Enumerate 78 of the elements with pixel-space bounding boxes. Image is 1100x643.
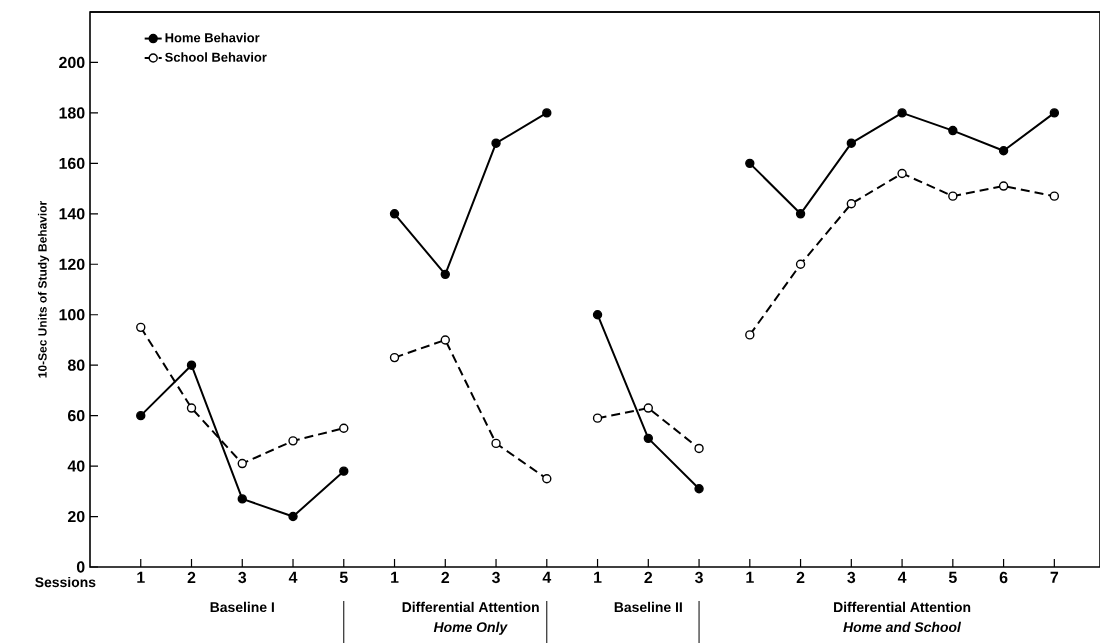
y-tick-label: 120 [59, 258, 85, 270]
x-tick-label: 6 [999, 571, 1008, 584]
point [643, 433, 653, 444]
point [237, 494, 247, 504]
point [288, 436, 298, 446]
text: Home Only [433, 621, 508, 635]
x-tick-label: 4 [542, 571, 552, 583]
point [948, 191, 958, 201]
point [237, 458, 247, 469]
point [897, 108, 907, 118]
point [998, 181, 1009, 191]
point [795, 259, 806, 269]
y-tick-label: 200 [59, 56, 85, 69]
x-tick-label: 2 [187, 571, 196, 583]
text: Baseline II [614, 601, 682, 613]
point [339, 423, 349, 433]
point [440, 269, 450, 280]
point [745, 158, 755, 169]
point [592, 413, 603, 423]
y-tick-label: 100 [59, 309, 85, 321]
point [542, 474, 552, 484]
y-tick-label: 0 [76, 561, 85, 573]
legend-label: School Behavior [165, 52, 267, 62]
point [1049, 191, 1060, 201]
point [846, 199, 857, 209]
y-tick-label: 160 [59, 157, 85, 169]
point [136, 322, 146, 333]
x-tick-label: 1 [137, 571, 145, 583]
point [694, 484, 704, 494]
point [643, 403, 653, 413]
point [897, 168, 907, 179]
point [592, 310, 603, 320]
point [1049, 108, 1060, 118]
x-tick-label: 2 [796, 571, 805, 583]
x-tick-label: 1 [746, 571, 754, 583]
point [288, 511, 298, 522]
x-tick-label: 3 [694, 571, 703, 584]
point [440, 335, 450, 345]
point [339, 466, 349, 476]
x-tick-label: 4 [288, 571, 298, 583]
x-tick-label: 4 [897, 571, 907, 583]
legend-label: Home Behavior [165, 32, 260, 43]
text: Differential Attention [834, 601, 971, 613]
x-tick-label: 1 [391, 571, 399, 583]
point [795, 209, 806, 219]
point [389, 209, 400, 219]
y-tick-label: 60 [68, 410, 85, 422]
point [136, 410, 146, 421]
point [542, 108, 552, 118]
point [745, 330, 755, 340]
y-tick-label: 180 [59, 107, 85, 119]
point [998, 146, 1009, 156]
point [389, 352, 400, 363]
point [186, 403, 197, 413]
x-axis-title: Sessions [35, 576, 96, 588]
y-axis-title: 10-Sec Units of Study Behavior [37, 201, 50, 378]
point [948, 125, 958, 136]
point [846, 138, 857, 148]
x-tick-label: 1 [594, 571, 602, 583]
point [694, 443, 704, 454]
text: Differential Attention [402, 601, 539, 613]
text: Baseline I [210, 601, 274, 613]
point [491, 138, 501, 148]
x-tick-label: 2 [644, 571, 653, 583]
x-tick-label: 5 [948, 571, 957, 583]
point [186, 360, 197, 370]
text: Home and School [843, 621, 962, 633]
y-tick-label: 80 [67, 359, 85, 371]
x-tick-label: 3 [847, 571, 856, 584]
x-tick-label: 2 [441, 571, 450, 583]
y-tick-label: 40 [67, 460, 85, 472]
x-tick-label: 7 [1050, 571, 1059, 583]
x-tick-label: 5 [339, 571, 348, 583]
y-tick-label: 140 [59, 208, 85, 220]
x-tick-label: 3 [238, 571, 247, 584]
x-tick-label: 3 [491, 571, 500, 584]
point [491, 438, 501, 449]
y-tick-label: 20 [67, 510, 85, 523]
